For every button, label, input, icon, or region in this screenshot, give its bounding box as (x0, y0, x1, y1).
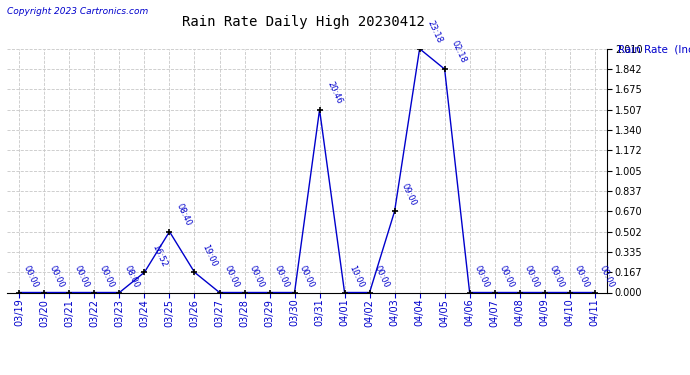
Text: 00:00: 00:00 (373, 264, 391, 290)
Text: 02:18: 02:18 (450, 39, 469, 65)
Text: 10:00: 10:00 (347, 264, 366, 290)
Text: 00:00: 00:00 (522, 264, 541, 290)
Text: 08:40: 08:40 (175, 202, 193, 228)
Text: 00:00: 00:00 (22, 264, 41, 290)
Text: 00:00: 00:00 (47, 264, 66, 290)
Text: 00:00: 00:00 (97, 264, 115, 290)
Text: 08:00: 08:00 (122, 264, 141, 290)
Text: 00:00: 00:00 (247, 264, 266, 290)
Text: 00:00: 00:00 (72, 264, 90, 290)
Text: 00:00: 00:00 (598, 264, 615, 290)
Text: 00:00: 00:00 (497, 264, 515, 290)
Text: 20:46: 20:46 (325, 80, 344, 106)
Text: 00:00: 00:00 (297, 264, 315, 290)
Text: Rain Rate  (Inches/Hour): Rain Rate (Inches/Hour) (618, 45, 690, 55)
Text: 00:00: 00:00 (547, 264, 566, 290)
Text: 09:00: 09:00 (400, 182, 418, 207)
Text: 16:52: 16:52 (150, 243, 168, 268)
Text: Rain Rate Daily High 20230412: Rain Rate Daily High 20230412 (182, 15, 425, 29)
Text: 00:00: 00:00 (473, 264, 491, 290)
Text: 19:00: 19:00 (200, 243, 218, 268)
Text: 00:00: 00:00 (273, 264, 290, 290)
Text: Copyright 2023 Cartronics.com: Copyright 2023 Cartronics.com (7, 8, 148, 16)
Text: 00:00: 00:00 (222, 264, 241, 290)
Text: 23:18: 23:18 (425, 19, 444, 45)
Text: 00:00: 00:00 (573, 264, 591, 290)
